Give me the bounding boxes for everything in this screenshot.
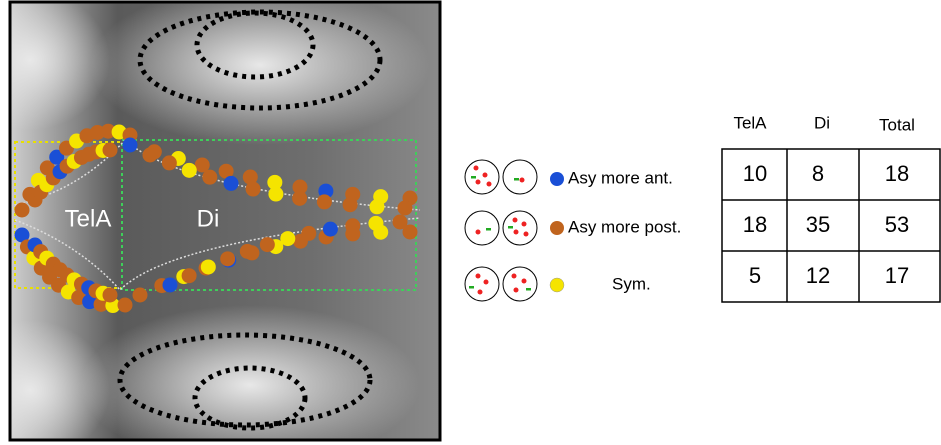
cell-dot [162,155,177,170]
table-cell: 17 [885,263,909,288]
cell-dot [182,163,197,178]
table-cell: 8 [812,161,824,186]
table-cell: 5 [749,263,761,288]
cell-dot [103,143,118,158]
cell-dot [292,191,307,206]
cell-dot [398,201,413,216]
table-header: TelA [733,113,767,132]
table-cell: 18 [885,161,909,186]
page: TelA Di Asy more ant. Asy more post. Sym… [0,0,941,445]
cell-dot [323,222,338,237]
cell-dot [343,197,358,212]
cell-dot [133,288,148,303]
cell-dot [201,259,216,274]
cell-dot [15,203,30,218]
legend-icon [465,211,564,245]
legend-label: Asy more post. [568,217,681,236]
micrograph: TelA Di [0,0,440,445]
table-cell: 18 [743,212,767,237]
cell-dot [317,194,332,209]
table-cell: 12 [806,263,830,288]
legend-label: Asy more ant. [568,168,673,187]
table-header: Di [814,113,830,132]
table-cell: 53 [885,212,909,237]
cell-dot [368,216,383,231]
cell-dot [163,278,178,293]
cell-dot [240,244,255,259]
cell-dot [260,237,275,252]
cell-dot [393,215,408,230]
legend-icon [465,160,564,194]
legend-icon [465,267,564,301]
cell-dot [202,170,217,185]
cell-dot [224,176,239,191]
region-label: Di [197,205,220,232]
cell-dot [220,251,235,266]
legend: Asy more ant. Asy more post. Sym. [465,160,681,301]
cell-dot [123,138,138,153]
cell-dot [268,187,283,202]
cell-dot [118,298,133,313]
cell-dot [143,148,158,163]
cell-dot [280,231,295,246]
table-cell: 35 [806,212,830,237]
table-cell: 10 [743,161,767,186]
cell-dot [369,199,384,214]
cell-dot [246,182,261,197]
table-header: Total [879,115,915,134]
region-label: TelA [65,205,112,232]
cell-dot [345,218,360,233]
cell-dot [301,226,316,241]
table: TelA Di Total 10 8 18 18 35 53 5 12 17 [722,113,940,302]
legend-label: Sym. [612,274,651,293]
cell-dot [103,288,118,303]
figure: TelA Di Asy more ant. Asy more post. Sym… [0,0,941,445]
cell-dot [182,268,197,283]
